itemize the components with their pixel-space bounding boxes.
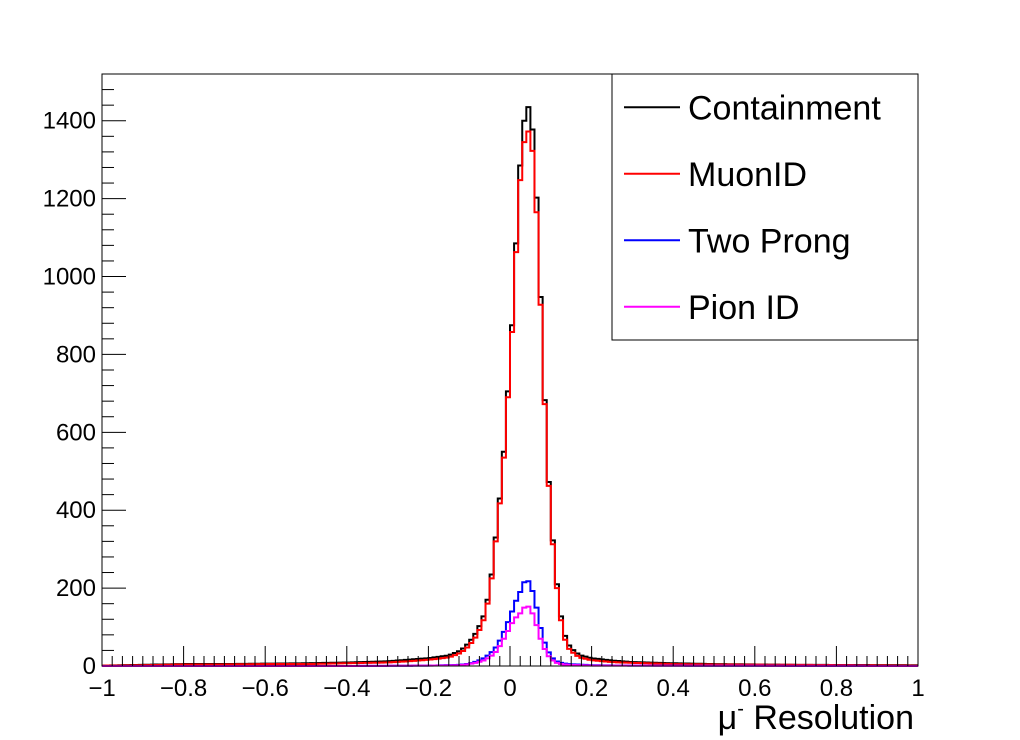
y-tick-label: 200 <box>56 575 96 602</box>
x-tick-label: −0.2 <box>405 675 452 702</box>
x-axis: −1 −0.8 −0.6 −0.4 −0.2 0 0.2 0.4 0.6 0.8 1 <box>88 646 925 702</box>
legend-label: Containment <box>688 89 881 127</box>
x-axis-title-rest: Resolution <box>744 699 914 737</box>
legend: Containment MuonID Two Prong Pion ID <box>611 73 919 341</box>
y-tick-label: 0 <box>83 653 96 680</box>
plot-frame <box>101 73 919 667</box>
x-tick-label: 0.6 <box>738 675 771 702</box>
x-tick-label: 0 <box>503 675 516 702</box>
y-axis: 0 200 400 600 800 1000 1200 1400 <box>43 73 126 680</box>
legend-box <box>611 73 919 341</box>
x-tick-label: −1 <box>88 675 115 702</box>
series-line-muonid <box>102 130 918 667</box>
x-axis-title: μ- Resolution <box>718 698 914 737</box>
y-tick-label: 1200 <box>43 186 96 213</box>
x-tick-label: 0.2 <box>575 675 608 702</box>
legend-label: Two Prong <box>688 222 851 260</box>
x-tick-label: 0.8 <box>820 675 853 702</box>
x-tick-label: −0.8 <box>160 675 207 702</box>
x-tick-label: −0.4 <box>323 675 370 702</box>
x-tick-label: −0.6 <box>242 675 289 702</box>
x-axis-title-base: μ <box>718 699 738 737</box>
x-axis-title-superscript: - <box>737 698 744 720</box>
x-tick-label: 0.4 <box>657 675 690 702</box>
x-tick-label: 1 <box>911 675 924 702</box>
y-tick-label: 1400 <box>43 108 96 135</box>
y-tick-label: 400 <box>56 497 96 524</box>
y-tick-label: 800 <box>56 341 96 368</box>
legend-label: Pion ID <box>688 289 800 327</box>
legend-label: MuonID <box>688 156 807 194</box>
y-tick-label: 600 <box>56 419 96 446</box>
y-tick-label: 1000 <box>43 264 96 291</box>
